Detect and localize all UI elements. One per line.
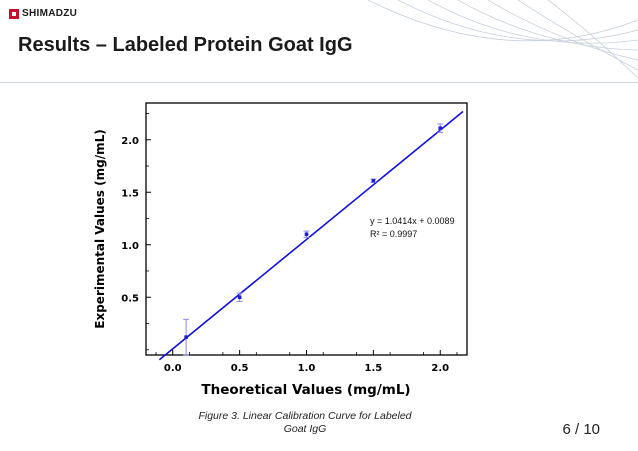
data-point bbox=[236, 292, 243, 302]
x-axis-ticks: 0.0 0.5 1.0 1.5 2.0 bbox=[155, 350, 458, 374]
plot-frame bbox=[145, 102, 468, 356]
decorative-swoosh-lines bbox=[367, 0, 638, 79]
data-point bbox=[303, 230, 310, 238]
y-axis-ticks: 0.5 1.0 1.5 2.0 bbox=[121, 113, 151, 351]
point-marker bbox=[371, 178, 376, 183]
point-marker bbox=[438, 126, 443, 130]
x-tick-label: 2.0 bbox=[431, 363, 449, 374]
page-total: 10 bbox=[583, 421, 600, 438]
caption-line-1: Figure 3. Linear Calibration Curve for L… bbox=[198, 410, 412, 422]
y-tick-label: 1.0 bbox=[121, 241, 139, 252]
shimadzu-logo-mark-icon bbox=[9, 8, 19, 19]
caption-line-2: Goat IgG bbox=[283, 423, 327, 435]
data-point bbox=[370, 178, 377, 183]
x-axis-label: Theoretical Values (mg/mL) bbox=[201, 382, 410, 398]
logo-text: SHIMADZU bbox=[22, 8, 78, 19]
title-divider bbox=[0, 82, 638, 83]
fit-line bbox=[158, 110, 464, 361]
data-point bbox=[183, 318, 190, 356]
point-marker bbox=[304, 232, 309, 237]
y-axis-label: Experimental Values (mg/mL) bbox=[93, 129, 107, 328]
y-tick-label: 2.0 bbox=[121, 136, 139, 147]
x-tick-label: 1.5 bbox=[365, 363, 383, 374]
y-tick-label: 1.5 bbox=[121, 188, 139, 199]
x-tick-label: 0.0 bbox=[164, 363, 182, 374]
slide-title: Results – Labeled Protein Goat IgG bbox=[18, 34, 353, 56]
figure-caption: Figure 3. Linear Calibration Curve for L… bbox=[180, 410, 430, 436]
point-marker bbox=[184, 335, 188, 339]
x-tick-label: 0.5 bbox=[231, 363, 249, 374]
x-tick-label: 1.0 bbox=[298, 363, 316, 374]
shimadzu-logo: SHIMADZU bbox=[9, 8, 77, 19]
page-indicator: 6 / 10 bbox=[562, 421, 600, 438]
y-tick-label: 0.5 bbox=[121, 293, 139, 304]
fit-equation: y = 1.0414x + 0.0089 bbox=[370, 216, 455, 226]
fit-r-squared: R² = 0.9997 bbox=[370, 229, 417, 239]
data-point bbox=[437, 123, 444, 133]
point-marker bbox=[237, 295, 242, 300]
page-separator: / bbox=[574, 421, 580, 438]
page-current: 6 bbox=[562, 421, 571, 438]
data-points bbox=[183, 123, 444, 356]
